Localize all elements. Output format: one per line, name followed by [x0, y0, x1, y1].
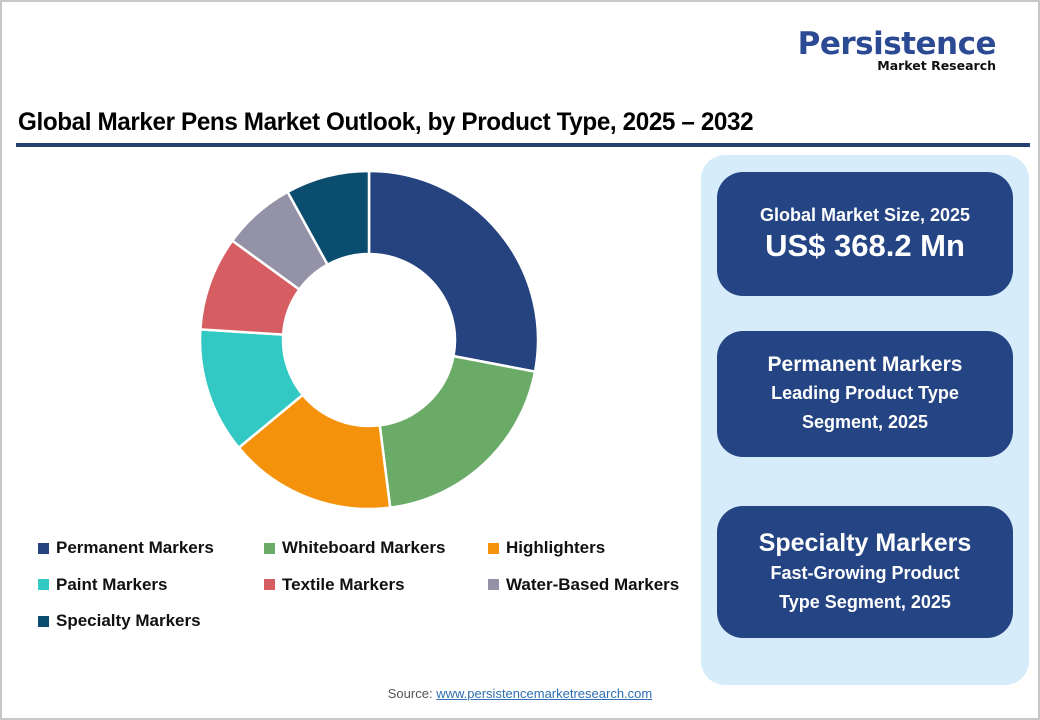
- fastest-segment-card: Specialty Markers Fast-Growing Product T…: [717, 506, 1013, 638]
- legend-label: Specialty Markers: [56, 611, 201, 630]
- brand-logo: Persistence Market Research: [797, 26, 997, 73]
- legend-label: Permanent Markers: [56, 538, 214, 557]
- source-label: Source:: [387, 686, 433, 701]
- legend-item: Permanent Markers: [38, 538, 214, 558]
- legend-item: Highlighters: [488, 538, 605, 558]
- donut-slice-permanent-markers: [367, 169, 540, 374]
- donut-chart: [198, 169, 540, 511]
- market-size-value: US$ 368.2 Mn: [765, 228, 965, 263]
- highlights-panel: Global Market Size, 2025 US$ 368.2 Mn Pe…: [701, 155, 1029, 685]
- source-link[interactable]: www.persistencemarketresearch.com: [436, 686, 653, 701]
- title-divider: [16, 143, 1030, 147]
- leading-segment-line2: Segment, 2025: [801, 412, 929, 432]
- legend-swatch-icon: [488, 542, 499, 554]
- legend-item: Textile Markers: [264, 575, 405, 595]
- legend-swatch-icon: [38, 579, 49, 590]
- donut-slice-specialty-markers: [285, 169, 371, 267]
- legend-label: Water-Based Markers: [506, 574, 680, 594]
- legend-swatch-icon: [488, 579, 499, 590]
- legend-label: Textile Markers: [282, 574, 405, 594]
- logo-main-text: Persistence: [797, 26, 997, 62]
- legend-item: Paint Markers: [38, 575, 168, 595]
- legend-swatch-icon: [264, 542, 275, 554]
- legend-label: Paint Markers: [56, 574, 168, 594]
- fastest-segment-line1: Fast-Growing Product: [770, 563, 960, 583]
- legend-item: Specialty Markers: [38, 611, 201, 631]
- fastest-segment-line2: Type Segment, 2025: [779, 592, 951, 612]
- market-size-label: Global Market Size, 2025: [759, 205, 971, 225]
- leading-segment-name: Permanent Markers: [767, 353, 963, 376]
- logo-sub-text: Market Research: [877, 58, 996, 73]
- legend-swatch-icon: [264, 579, 275, 590]
- donut-slice-whiteboard-markers: [378, 354, 537, 510]
- legend-label: Highlighters: [506, 538, 606, 557]
- chart-title: Global Marker Pens Market Outlook, by Pr…: [18, 108, 754, 136]
- leading-segment-card: Permanent Markers Leading Product Type S…: [717, 331, 1013, 457]
- legend-swatch-icon: [38, 615, 49, 627]
- legend-item: Whiteboard Markers: [264, 538, 445, 558]
- legend-label: Whiteboard Markers: [282, 538, 446, 557]
- fastest-segment-name: Specialty Markers: [758, 529, 972, 557]
- market-size-card: Global Market Size, 2025 US$ 368.2 Mn: [717, 172, 1013, 296]
- source-note: Source: www.persistencemarketresearch.co…: [0, 686, 1040, 701]
- legend-swatch-icon: [38, 542, 49, 554]
- legend-item: Water-Based Markers: [488, 575, 679, 595]
- leading-segment-line1: Leading Product Type: [771, 383, 959, 403]
